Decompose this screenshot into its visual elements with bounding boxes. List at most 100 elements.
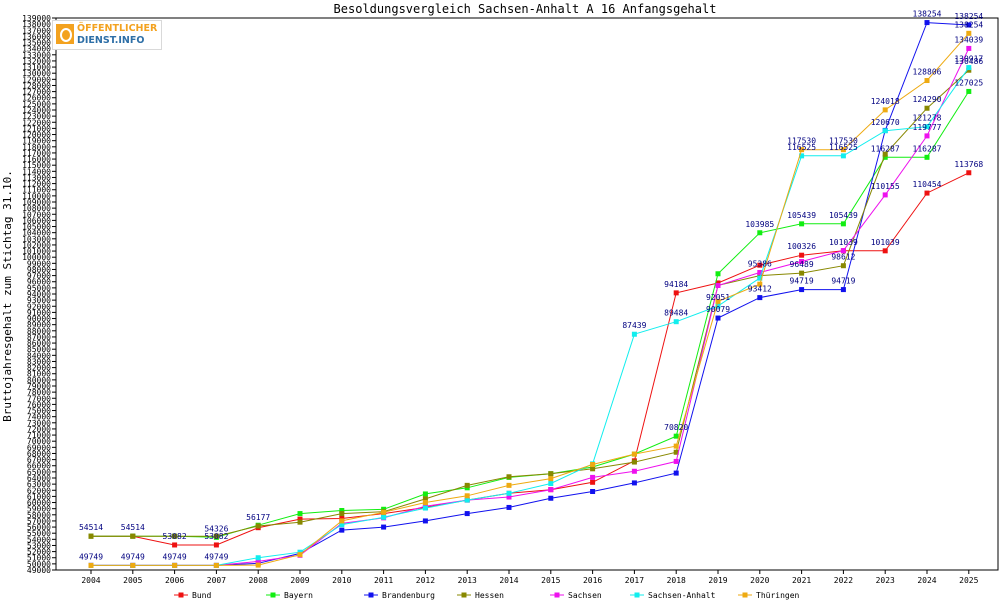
y-tick-label: 111000 — [22, 186, 51, 195]
series-line-bayern — [91, 91, 970, 538]
y-tick-label: 107000 — [22, 210, 51, 219]
data-point-sachsen-anhalt — [464, 497, 470, 503]
y-tick-label: 67000 — [27, 456, 51, 465]
data-label: 124290 — [913, 95, 942, 104]
data-point-bund — [213, 542, 219, 548]
y-tick-label: 94000 — [27, 290, 51, 299]
data-point-th-ringen — [422, 500, 428, 506]
series-lines — [88, 20, 972, 568]
data-label: 54326 — [204, 524, 228, 533]
y-tick-label: 50000 — [27, 560, 51, 569]
data-point-bund — [297, 516, 303, 522]
x-tick-label: 2023 — [876, 576, 895, 585]
data-point-bayern — [882, 154, 888, 160]
y-tick-label: 92000 — [27, 302, 51, 311]
x-tick-label: 2017 — [625, 576, 644, 585]
data-point-sachsen-anhalt — [631, 331, 637, 337]
legend-label-sachsen-anhalt: Sachsen-Anhalt — [648, 591, 716, 600]
y-tick-label: 97000 — [27, 272, 51, 281]
x-tick-label: 2005 — [123, 576, 142, 585]
data-label: 127025 — [954, 78, 983, 87]
y-tick-label: 129000 — [22, 75, 51, 84]
data-point-bayern — [799, 221, 805, 227]
plot-frame — [55, 17, 999, 571]
y-tick-label: 56000 — [27, 523, 51, 532]
data-point-sachsen-anhalt — [673, 319, 679, 325]
y-tick-label: 55000 — [27, 529, 51, 538]
y-tick-label: 87000 — [27, 333, 51, 342]
y-tick-label: 127000 — [22, 88, 51, 97]
data-point-bayern — [715, 271, 721, 277]
data-point-th-ringen — [673, 443, 679, 449]
data-label: 101039 — [871, 238, 900, 247]
legend-marker-hessen — [461, 592, 467, 598]
data-point-hessen — [172, 533, 178, 539]
data-point-sachsen — [631, 468, 637, 474]
y-tick-label: 116000 — [22, 155, 51, 164]
data-point-bayern — [966, 88, 972, 94]
y-tick-label: 93000 — [27, 296, 51, 305]
y-tick-label: 108000 — [22, 204, 51, 213]
y-tick-label: 81000 — [27, 370, 51, 379]
y-tick-label: 120000 — [22, 131, 51, 140]
data-point-bayern — [422, 491, 428, 497]
data-label: 113768 — [954, 160, 983, 169]
y-tick-label: 54000 — [27, 535, 51, 544]
data-label: 105439 — [829, 211, 858, 220]
data-point-sachsen — [673, 458, 679, 464]
data-point-brandenburg — [924, 20, 930, 26]
y-tick-label: 109000 — [22, 198, 51, 207]
data-label: 49749 — [121, 552, 145, 561]
data-point-brandenburg — [673, 470, 679, 476]
data-point-sachsen-anhalt — [715, 303, 721, 309]
data-point-brandenburg — [631, 480, 637, 486]
logo-mark-icon — [56, 24, 74, 44]
data-point-sachsen — [840, 248, 846, 254]
data-point-th-ringen — [715, 298, 721, 304]
data-point-hessen — [757, 273, 763, 279]
data-label: 49749 — [79, 552, 103, 561]
y-tick-label: 106000 — [22, 216, 51, 225]
data-point-th-ringen — [339, 518, 345, 524]
data-point-hessen — [882, 151, 888, 157]
y-tick-label: 105000 — [22, 223, 51, 232]
data-point-sachsen — [715, 282, 721, 288]
y-tick-label: 76000 — [27, 400, 51, 409]
y-tick-label: 85000 — [27, 345, 51, 354]
y-tick-label: 57000 — [27, 517, 51, 526]
legend-marker-th-ringen — [742, 592, 748, 598]
data-point-brandenburg — [422, 518, 428, 524]
y-tick-label: 104000 — [22, 229, 51, 238]
data-point-sachsen — [590, 474, 596, 480]
data-point-sachsen — [799, 259, 805, 265]
data-label: 49749 — [204, 552, 228, 561]
data-label: 110155 — [871, 182, 900, 191]
data-point-th-ringen — [297, 552, 303, 558]
y-tick-label: 53000 — [27, 541, 51, 550]
data-point-th-ringen — [882, 107, 888, 113]
y-tick-label: 60000 — [27, 499, 51, 508]
legend-label-hessen: Hessen — [475, 591, 504, 600]
y-tick-label: 58000 — [27, 511, 51, 520]
y-tick-label: 114000 — [22, 167, 51, 176]
y-tick-label: 88000 — [27, 327, 51, 336]
data-point-bayern — [924, 154, 930, 160]
data-point-hessen — [422, 496, 428, 502]
data-label: 117530 — [787, 137, 816, 146]
data-point-hessen — [339, 511, 345, 517]
y-tick-label: 70000 — [27, 437, 51, 446]
data-point-brandenburg — [339, 527, 345, 533]
data-point-sachsen — [966, 45, 972, 51]
y-tick-label: 52000 — [27, 548, 51, 557]
y-tick-label: 130000 — [22, 69, 51, 78]
data-label: 54514 — [121, 523, 145, 532]
y-tick-label: 103000 — [22, 235, 51, 244]
x-tick-label: 2018 — [667, 576, 686, 585]
y-tick-label: 65000 — [27, 468, 51, 477]
y-tick-label: 98000 — [27, 265, 51, 274]
data-point-brandenburg — [840, 287, 846, 293]
data-label: 134039 — [954, 35, 983, 44]
data-point-brandenburg — [506, 504, 512, 510]
data-point-sachsen-anhalt — [381, 514, 387, 520]
